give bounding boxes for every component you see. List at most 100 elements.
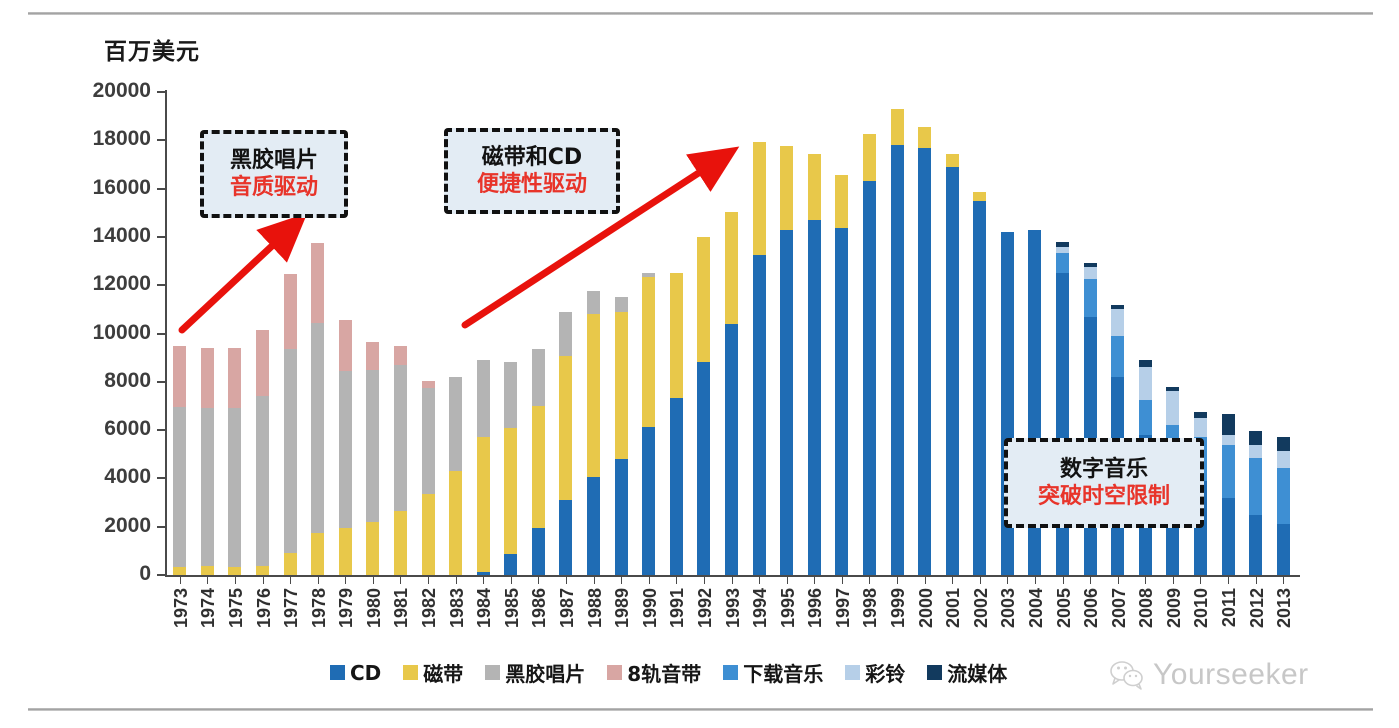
y-tick-mark (157, 477, 166, 480)
bar-1995[interactable] (780, 146, 794, 575)
bar-segment (1249, 514, 1263, 575)
bar-segment (642, 273, 656, 277)
bar-1990[interactable] (642, 273, 656, 575)
bar-1992[interactable] (697, 236, 711, 575)
bar-segment (697, 236, 711, 362)
bar-1983[interactable] (449, 376, 463, 575)
bar-1987[interactable] (559, 311, 573, 575)
y-tick-label: 20000 (92, 79, 151, 102)
bar-1981[interactable] (393, 345, 407, 575)
x-tick-label-2009: 2009 (1163, 588, 1184, 629)
legend-item-1[interactable]: 磁带 (403, 658, 463, 687)
bar-2011[interactable] (1221, 414, 1235, 575)
legend-item-4[interactable]: 下载音乐 (723, 658, 823, 687)
bar-1978[interactable] (311, 242, 325, 575)
bar-segment (1276, 437, 1290, 451)
bar-segment (256, 565, 270, 575)
bar-segment (614, 459, 628, 575)
bar-segment (780, 229, 794, 575)
x-tick-label-1993: 1993 (722, 588, 743, 629)
bar-1982[interactable] (421, 380, 435, 575)
legend-swatch (723, 665, 739, 680)
x-tick-mark (732, 577, 733, 584)
bar-1980[interactable] (366, 341, 380, 575)
x-tick-mark (1145, 577, 1146, 584)
annotation-cd-line2: 便捷性驱动 (476, 172, 587, 197)
bar-1988[interactable] (587, 291, 601, 575)
bar-2001[interactable] (945, 153, 959, 575)
bar-segment (945, 166, 959, 575)
y-tick-mark (157, 332, 166, 335)
bar-segment (1276, 467, 1290, 525)
bar-segment (697, 362, 711, 575)
bar-1991[interactable] (669, 273, 683, 575)
bar-segment (559, 355, 573, 500)
legend-label: 下载音乐 (743, 662, 824, 686)
y-tick-label: 6000 (104, 417, 151, 441)
bar-1994[interactable] (752, 141, 766, 575)
bar-segment (200, 348, 214, 409)
x-tick-mark (704, 577, 705, 584)
bar-segment (725, 323, 738, 575)
x-tick-mark (345, 577, 346, 584)
x-tick-label-2002: 2002 (970, 588, 991, 629)
bar-segment (918, 127, 932, 148)
bar-2012[interactable] (1249, 431, 1263, 575)
annotation-vinyl: 黑胶唱片 音质驱动 (200, 130, 348, 218)
bar-segment (1193, 418, 1207, 438)
x-tick-label-1974: 1974 (198, 588, 219, 629)
bar-1998[interactable] (862, 134, 876, 575)
bar-segment (890, 108, 904, 146)
x-tick-mark (373, 577, 374, 584)
legend-label: 8轨音带 (627, 662, 702, 686)
bar-1977[interactable] (283, 274, 297, 575)
annotation-digital: 数字音乐 突破时空限制 (1004, 438, 1204, 528)
bar-segment (256, 329, 270, 397)
legend-item-5[interactable]: 彩铃 (845, 658, 905, 687)
bar-1986[interactable] (531, 349, 545, 575)
bar-segment (338, 320, 352, 371)
bar-1989[interactable] (614, 297, 628, 575)
bar-segment (283, 349, 297, 554)
bar-1985[interactable] (504, 362, 518, 575)
y-tick-label: 0 (139, 562, 151, 585)
legend-item-3[interactable]: 8轨音带 (607, 658, 701, 687)
x-tick-label-2001: 2001 (943, 588, 964, 629)
bar-segment (476, 360, 490, 438)
bar-segment (504, 362, 518, 429)
x-tick-label-2012: 2012 (1246, 588, 1267, 629)
x-tick-mark (1118, 577, 1119, 584)
bar-segment (1056, 241, 1070, 247)
x-tick-mark (1173, 577, 1174, 584)
wechat-icon (1110, 661, 1143, 690)
bar-1979[interactable] (338, 320, 352, 575)
bar-2006[interactable] (1083, 263, 1097, 575)
x-tick-mark (980, 577, 981, 584)
bar-1999[interactable] (890, 108, 904, 575)
bar-segment (393, 511, 407, 575)
bar-2013[interactable] (1276, 437, 1290, 575)
bar-segment (338, 527, 352, 575)
x-tick-label-1975: 1975 (225, 588, 246, 629)
bar-1993[interactable] (725, 211, 738, 575)
legend-label: 流媒体 (947, 662, 1008, 686)
bar-segment (504, 553, 518, 575)
legend-item-6[interactable]: 流媒体 (927, 658, 1007, 687)
bar-1973[interactable] (173, 345, 187, 575)
bar-1976[interactable] (256, 329, 270, 575)
bar-1984[interactable] (476, 360, 490, 575)
y-tick-label: 8000 (104, 368, 151, 392)
bar-1974[interactable] (200, 348, 214, 575)
bar-segment (1111, 309, 1125, 336)
bar-1996[interactable] (807, 153, 821, 575)
legend-item-2[interactable]: 黑胶唱片 (485, 658, 585, 687)
bar-2002[interactable] (973, 192, 987, 575)
legend-item-0[interactable]: CD (330, 661, 381, 685)
x-tick-mark (1256, 577, 1257, 584)
bar-segment (807, 153, 821, 220)
bar-segment (1193, 412, 1207, 419)
bar-2000[interactable] (918, 127, 932, 575)
bar-1975[interactable] (228, 348, 242, 575)
bar-1997[interactable] (835, 175, 849, 575)
